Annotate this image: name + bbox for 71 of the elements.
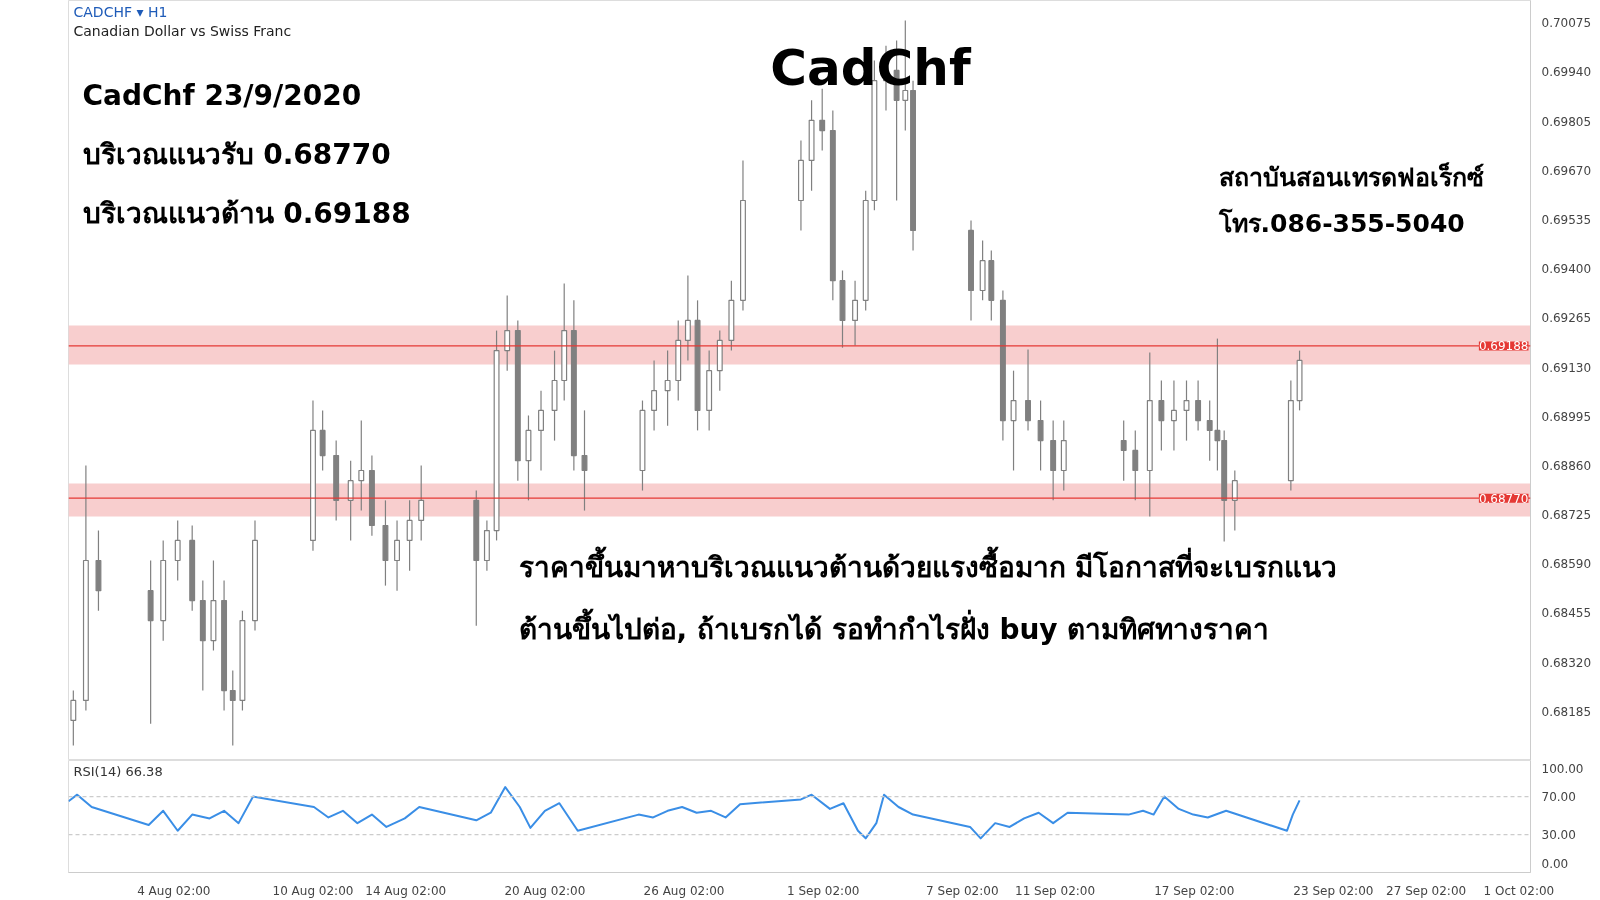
- y-tick-label: 0.00: [1541, 856, 1569, 871]
- candlestick: [229, 669, 236, 747]
- candlestick: [1231, 469, 1238, 532]
- x-tick-label: 23 Sep 02:00: [1293, 883, 1374, 898]
- annotation: CadChf 23/9/2020: [82, 78, 362, 112]
- candlestick: [418, 464, 425, 542]
- x-tick-label: 11 Sep 02:00: [1015, 883, 1096, 898]
- annotation: สถาบันสอนเทรดฟอเร็กซ์: [1218, 161, 1484, 192]
- candlestick: [406, 499, 413, 572]
- y-tick-label: 0.68590: [1541, 557, 1592, 572]
- chart-title: RSI(14) 66.38: [73, 764, 163, 780]
- y-tick-label: 100.00: [1541, 761, 1584, 776]
- candlestick: [664, 350, 671, 427]
- candlestick: [1025, 348, 1031, 432]
- candlestick: [1132, 429, 1139, 501]
- x-tick-label: 20 Aug 02:00: [504, 883, 586, 898]
- candlestick: [347, 460, 354, 542]
- y-tick-label: 0.69265: [1541, 311, 1592, 326]
- x-tick-label: 4 Aug 02:00: [137, 883, 211, 898]
- annotation: โทร.086-355-5040: [1217, 207, 1465, 238]
- x-tick-label: 1 Sep 02:00: [786, 883, 860, 898]
- x-tick-label: 26 Aug 02:00: [643, 883, 725, 898]
- candlestick: [1195, 379, 1202, 432]
- annotation: Canadian Dollar vs Swiss Franc: [73, 22, 292, 39]
- x-tick-label: 14 Aug 02:00: [365, 883, 447, 898]
- candlestick: [852, 280, 859, 347]
- y-tick-label: 0.69130: [1541, 360, 1592, 375]
- y-tick-label: 0.69670: [1541, 163, 1592, 178]
- y-tick-label: 0.68185: [1541, 704, 1592, 719]
- candlestick: [174, 519, 181, 582]
- candlestick: [394, 519, 401, 592]
- candlestick: [1183, 379, 1190, 442]
- y-tick-label: 70.00: [1541, 790, 1576, 805]
- y-tick-label: 0.69940: [1541, 65, 1592, 80]
- candlestick: [504, 295, 511, 372]
- x-tick-label: 7 Sep 02:00: [926, 883, 999, 898]
- annotation: ราคาขึ้นมาหาบริเวณแนวต้านด้วยแรงซื้อมาก มีโอกาสที่จะเบรกแนว: [518, 545, 1338, 584]
- y-tick-label: 0.68725: [1541, 508, 1592, 523]
- candlestick: [538, 390, 544, 472]
- y-tick-label: 0.69535: [1541, 212, 1592, 227]
- annotation: บริเวณแนวรับ 0.68770: [82, 137, 391, 171]
- ref-line-label: 0.68770: [1478, 491, 1529, 506]
- candlestick: [819, 88, 826, 152]
- candlestick: [1120, 419, 1127, 482]
- annotation: บริเวณแนวต้าน 0.69188: [82, 196, 411, 230]
- candlestick: [1158, 379, 1165, 452]
- candlestick: [1170, 379, 1177, 452]
- y-tick-label: 0.68320: [1541, 655, 1592, 670]
- y-tick-label: 0.68860: [1541, 458, 1592, 473]
- candlestick: [1037, 399, 1044, 472]
- annotation: CADCHF ▾ H1: [73, 3, 168, 20]
- x-tick-label: 10 Aug 02:00: [272, 883, 354, 898]
- annotation: ต้านขึ้นไปต่อ, ถ้าเบรกได้ รอทำกำไรฝั่ง buy ตามทิศทางราคา: [518, 607, 1270, 646]
- y-tick-label: 0.68995: [1541, 409, 1592, 424]
- candlestick: [651, 359, 658, 432]
- candlestick: [70, 689, 77, 747]
- candlestick: [358, 419, 365, 512]
- candlestick: [1010, 370, 1017, 472]
- y-tick-label: 0.68455: [1541, 606, 1592, 621]
- y-tick-label: 0.70075: [1541, 16, 1592, 31]
- y-tick-label: 0.69400: [1541, 262, 1592, 277]
- y-tick-label: 0.69805: [1541, 114, 1592, 129]
- line-series: [68, 786, 1301, 840]
- x-tick-label: 27 Sep 02:00: [1386, 883, 1467, 898]
- text: CadChf: [770, 38, 972, 97]
- y-tick-label: 30.00: [1541, 828, 1576, 843]
- x-tick-label: 17 Sep 02:00: [1154, 883, 1235, 898]
- ref-line-label: 0.69188: [1478, 339, 1529, 354]
- x-tick-label: 1 Oct 02:00: [1483, 883, 1555, 898]
- candlestick: [581, 409, 588, 512]
- candlestick: [684, 274, 691, 362]
